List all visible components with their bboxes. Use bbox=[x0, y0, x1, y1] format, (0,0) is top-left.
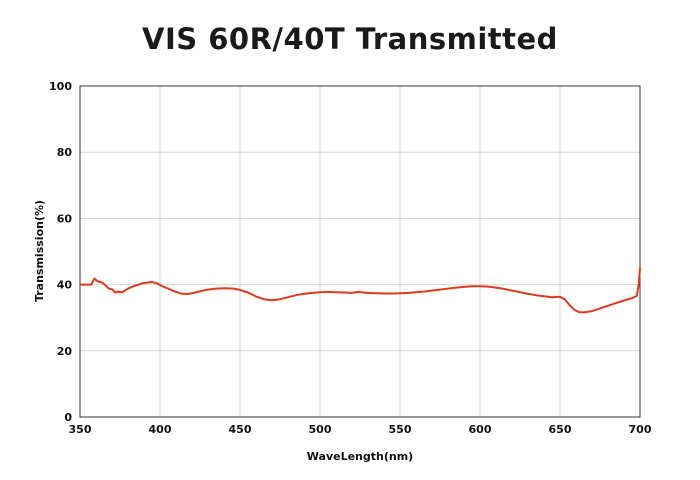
y-axis-label: Transmission(%) bbox=[33, 200, 46, 302]
x-axis-label: WaveLength(nm) bbox=[307, 450, 413, 463]
y-tick-label: 20 bbox=[57, 345, 73, 358]
x-tick-label: 550 bbox=[389, 423, 412, 436]
x-tick-label: 400 bbox=[149, 423, 172, 436]
x-tick-label: 450 bbox=[229, 423, 252, 436]
y-tick-label: 80 bbox=[57, 146, 73, 159]
x-tick-label: 600 bbox=[469, 423, 492, 436]
x-axis-ticks: 350 400 450 500 550 600 650 700 bbox=[69, 423, 652, 436]
x-tick-label: 500 bbox=[309, 423, 332, 436]
y-tick-label: 100 bbox=[49, 80, 72, 93]
y-tick-label: 60 bbox=[57, 212, 73, 225]
x-tick-label: 650 bbox=[549, 423, 572, 436]
grid-lines bbox=[80, 86, 640, 417]
x-tick-label: 700 bbox=[629, 423, 652, 436]
plot-frame bbox=[79, 85, 641, 418]
chart-title: VIS 60R/40T Transmitted bbox=[142, 22, 558, 56]
x-tick-label: 350 bbox=[69, 423, 92, 436]
y-tick-label: 0 bbox=[64, 411, 72, 424]
y-tick-label: 40 bbox=[57, 279, 73, 292]
series-line-transmission bbox=[80, 267, 641, 314]
y-axis-ticks: 0 20 40 60 80 100 bbox=[49, 80, 72, 424]
